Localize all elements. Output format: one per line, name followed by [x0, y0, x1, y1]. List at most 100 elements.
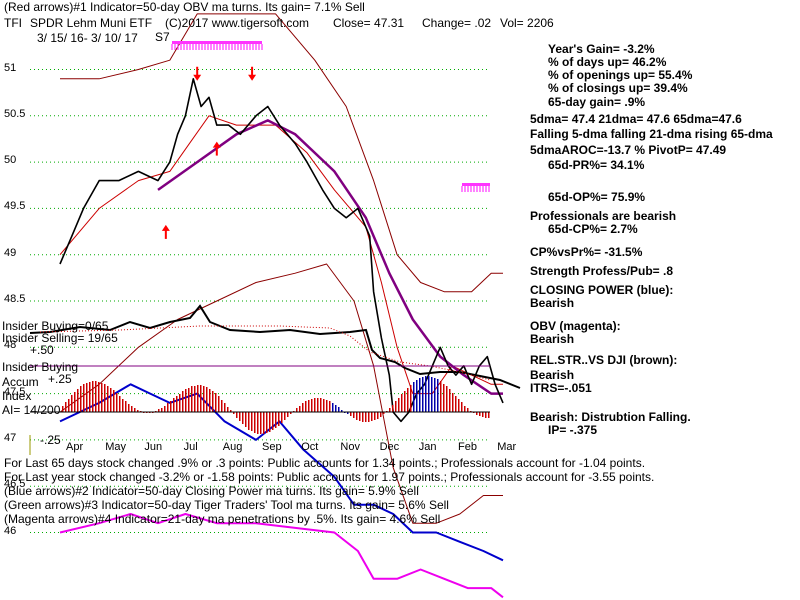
accum-bar	[194, 386, 196, 412]
accum-bar	[392, 405, 394, 412]
footer-line4: (Green arrows)#3 Indicator=50-day Tiger …	[4, 498, 449, 512]
x-tick-label: Jun	[144, 441, 163, 453]
accum-bar	[287, 412, 289, 417]
accum-bar	[65, 402, 67, 412]
accum-bar	[389, 408, 391, 412]
accum-bar	[251, 412, 253, 431]
red-arrow-head	[248, 74, 257, 81]
accum-bar	[476, 412, 478, 415]
minus25-label: -.25	[40, 433, 61, 447]
accum-bar	[110, 388, 112, 412]
insider-selling-label: Insider Selling= 19/65	[2, 331, 118, 345]
accum-bar	[167, 403, 169, 412]
accum-bar	[308, 400, 310, 412]
accum-bar	[119, 396, 121, 412]
x-tick-label: Mar	[497, 441, 517, 453]
accum-bar	[317, 398, 319, 412]
sell-marker-bar	[172, 41, 262, 44]
y-tick-label: 49.5	[4, 200, 26, 213]
accum-bar	[302, 403, 304, 412]
x-tick-label: Apr	[66, 441, 84, 453]
accum-bar	[62, 406, 64, 412]
accum-bar	[350, 412, 352, 416]
accum-bar	[338, 407, 340, 412]
accum-bar	[185, 389, 187, 412]
y-tick-label: 46.5	[4, 478, 26, 491]
accum-bar	[380, 412, 382, 417]
y-tick-label: 49	[4, 246, 17, 259]
accum-bar	[125, 401, 127, 412]
accum-bar	[215, 393, 217, 412]
accum-bar	[170, 401, 172, 412]
red-arrow-head	[193, 74, 202, 81]
signal-markers	[161, 41, 490, 239]
accum-bar	[176, 396, 178, 412]
obv-title: OBV (magenta):	[530, 319, 621, 333]
accum-bar	[437, 379, 439, 412]
accum-bar	[452, 393, 454, 412]
header-name: SPDR Lehm Muni ETF	[30, 16, 153, 30]
accum-bar	[440, 381, 442, 412]
x-tick-label: Oct	[301, 441, 319, 453]
accum-bar	[377, 412, 379, 419]
accum-bar	[356, 412, 358, 420]
accum-bar	[347, 412, 349, 414]
accum-bar	[209, 389, 211, 412]
sell-marker-bar	[462, 183, 490, 186]
stat-falling: Falling 5-dma falling 21-dma rising 65-d…	[530, 127, 773, 141]
footer-line5: (Magenta arrows)#4 Indicator=21-day ma p…	[4, 512, 441, 526]
x-tick-label: Feb	[458, 441, 477, 453]
accum-bar	[128, 404, 130, 412]
stat-days-up: % of days up= 46.2%	[548, 55, 667, 69]
accum-bar	[281, 412, 283, 423]
accum-bar	[422, 377, 424, 412]
x-tick-label: Dec	[379, 441, 400, 453]
accum-bar	[461, 402, 463, 412]
index-label: Index	[2, 389, 32, 403]
accum-bar	[161, 408, 163, 412]
accum-bar	[479, 412, 481, 416]
accum-bar	[89, 382, 91, 412]
y-tick-label: 50.5	[4, 107, 26, 120]
accum-bar	[413, 382, 415, 412]
accum-label: Accum	[2, 375, 39, 389]
accum-bar	[425, 376, 427, 412]
y-tick-label: 48.5	[4, 293, 26, 305]
stat-years-gain: Year's Gain= -3.2%	[548, 42, 655, 56]
accum-bar	[374, 412, 376, 420]
stat-65day-gain: 65-day gain= .9%	[548, 95, 646, 109]
accum-bar	[80, 386, 82, 412]
accum-bar	[272, 412, 274, 430]
accum-bar	[242, 412, 244, 424]
header-change: Change= .02	[422, 16, 492, 30]
accum-bar	[416, 380, 418, 412]
accum-bar	[419, 378, 421, 412]
stat-op: 65d-OP%= 75.9%	[548, 190, 646, 204]
accum-bar	[233, 412, 235, 414]
accum-bar	[197, 385, 199, 412]
accum-bar	[329, 401, 331, 412]
accum-bar	[362, 412, 364, 422]
y-tick-label: 47	[4, 431, 17, 444]
accum-bar	[269, 412, 271, 432]
accum-bar	[449, 389, 451, 412]
accum-bar	[191, 386, 193, 412]
accum-bar	[290, 412, 292, 414]
accum-bar	[203, 386, 205, 412]
price-line	[59, 78, 504, 423]
closing-power-line	[59, 383, 504, 562]
upper-band-line	[60, 13, 503, 293]
obv-value: Bearish	[530, 332, 575, 346]
accum-bar	[434, 378, 436, 412]
accum-bar	[266, 412, 268, 433]
accum-bar	[188, 388, 190, 412]
insider-buying-label: Insider Buying=0/65	[2, 319, 109, 333]
accum-bar	[464, 406, 466, 412]
header-vol: Vol= 2206	[500, 16, 554, 30]
itrs-value: ITRS=-.051	[530, 381, 592, 395]
closing-power-value: Bearish	[530, 296, 575, 310]
x-tick-label: Sep	[262, 441, 282, 453]
accum-bar	[230, 410, 232, 412]
accum-bar	[116, 393, 118, 412]
